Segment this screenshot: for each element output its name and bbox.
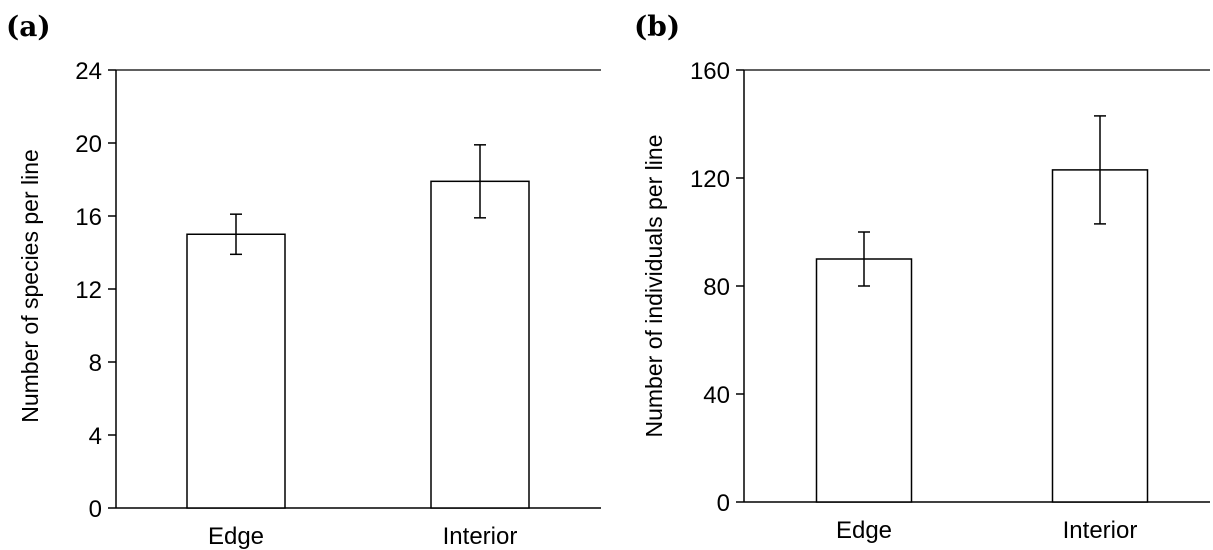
y-axis-title-b: Number of individuals per line [641,135,667,438]
bar-b-edge [815,258,913,503]
plot-area-b: 0 40 80 120 160 Edge Interior [690,58,1210,544]
y-tick-label-a-2: 8 [89,350,102,377]
panel-a-species: (a) Number of species per line 0 4 8 12 16 20… [6,10,601,550]
x-tick-label-b-edge: Edge [836,517,892,544]
y-tick-label-b-4: 160 [690,58,730,85]
y-tick-label-b-3: 120 [690,166,730,193]
y-tick-label-a-1: 4 [89,423,102,450]
y-tick-label-b-0: 0 [717,490,730,517]
x-tick-label-a-edge: Edge [208,523,264,550]
y-tick-label-b-2: 80 [703,274,730,301]
x-tick-label-b-interior: Interior [1063,517,1138,544]
panel-label-b: (b) [634,10,680,43]
panel-b-individuals: (b) Number of individuals per line 0 40 80… [634,10,1210,544]
y-tick-label-a-5: 20 [75,131,102,158]
y-tick-label-a-6: 24 [75,58,102,85]
plot-area-a: 0 4 8 12 16 20 24 Edge Interior [75,58,601,550]
bar-b-interior [1051,169,1149,503]
bar-a-interior [430,180,530,509]
panel-label-a: (a) [6,10,51,43]
y-tick-label-a-0: 0 [89,496,102,523]
x-tick-label-a-interior: Interior [443,523,518,550]
y-tick-label-b-1: 40 [703,382,730,409]
y-tick-label-a-4: 16 [75,204,102,231]
y-tick-label-a-3: 12 [75,277,102,304]
bar-a-edge [186,233,286,509]
y-axis-title-a: Number of species per line [17,149,43,423]
